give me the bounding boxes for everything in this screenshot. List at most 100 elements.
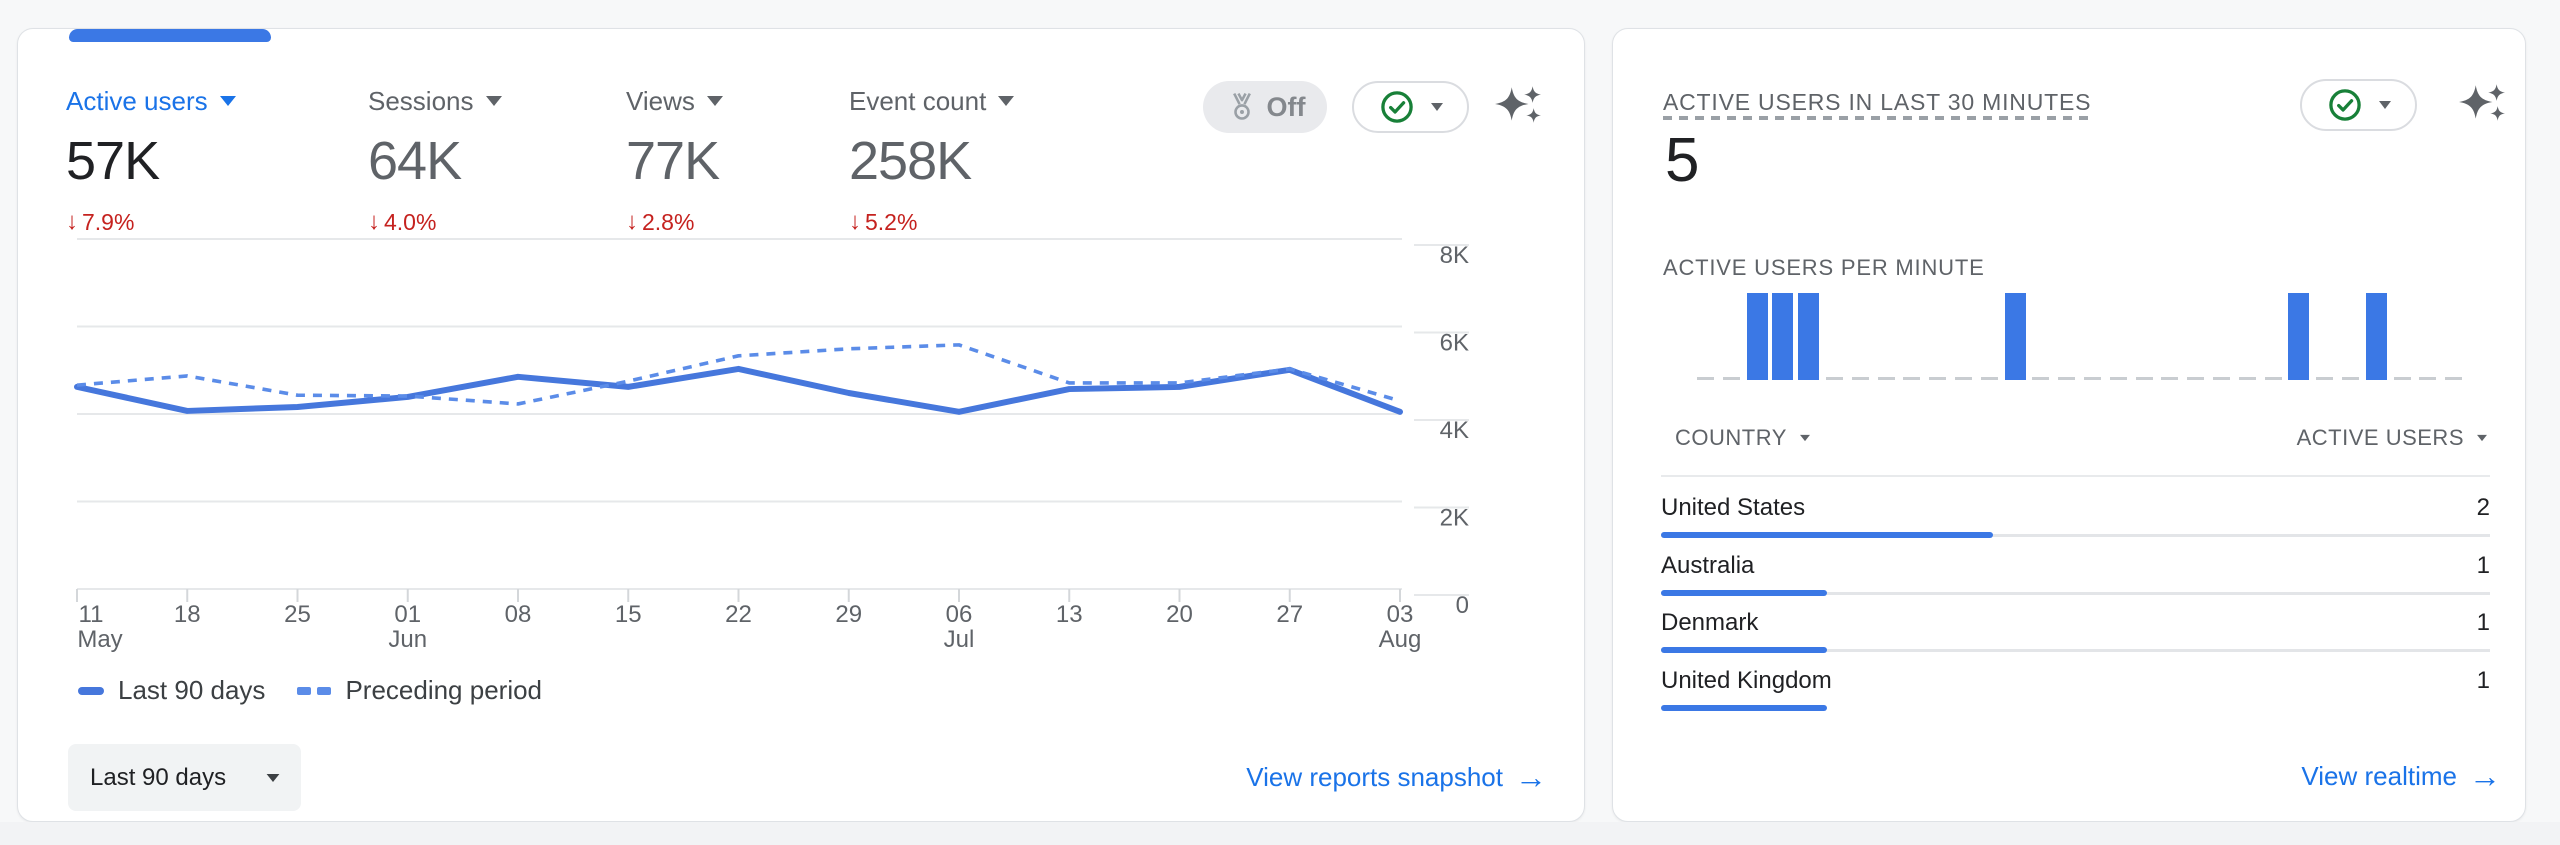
minute-empty-mark (1877, 377, 1895, 380)
legend-label: Preceding period (345, 675, 543, 705)
dash (317, 686, 332, 695)
svg-text:01: 01 (394, 601, 421, 628)
view-reports-snapshot-label: View reports snapshot (1246, 761, 1503, 792)
dotted-underline (1663, 116, 2091, 120)
trend-line-dashed (76, 343, 1401, 406)
row-bar-fill (1661, 589, 1827, 596)
sparkles-icon[interactable] (2458, 82, 2506, 124)
table-row: United States 2 (1661, 493, 2490, 523)
legend-item-dashed: Preceding period (281, 675, 542, 706)
metric-views: Views 77K ↓ 2.8% (626, 86, 723, 236)
benchmarking-off-badge[interactable]: Off (1203, 81, 1327, 133)
chevron-down-icon (2378, 101, 2391, 109)
minute-empty-mark (2316, 377, 2334, 380)
minute-empty-mark (2058, 377, 2076, 380)
active-users-now-value: 5 (1665, 126, 1700, 195)
active-users-count: 1 (2476, 666, 2490, 694)
svg-text:Jun: Jun (388, 626, 427, 653)
row-bar-track (1661, 647, 2490, 653)
trend-line-solid (74, 365, 1403, 415)
minute-empty-mark (2264, 377, 2282, 380)
minute-bar (1798, 293, 1820, 380)
row-bar-fill (1661, 647, 1827, 653)
minute-bar (1746, 293, 1768, 380)
data-quality-dropdown[interactable] (2300, 79, 2417, 131)
country-name: United States (1661, 494, 1806, 521)
minute-empty-mark (2445, 377, 2463, 380)
country-column-header[interactable]: COUNTRY (1661, 425, 1813, 451)
row-bar-track (1661, 704, 2490, 711)
minute-empty-mark (1903, 377, 1921, 380)
metric-value: 77K (626, 131, 720, 191)
metric-selector[interactable]: Views (626, 86, 723, 116)
minute-empty-mark (2161, 377, 2179, 380)
svg-text:29: 29 (835, 601, 862, 628)
arrow-right-icon: → (2469, 758, 2501, 794)
legend-item-solid: Last 90 days (78, 675, 265, 706)
chevron-down-icon (1430, 103, 1443, 111)
dash (297, 686, 312, 695)
date-range-button[interactable]: Last 90 days (68, 744, 301, 811)
chart-legend: Last 90 days Preceding period (78, 675, 542, 706)
metric-value: 258K (849, 131, 972, 191)
minute-empty-mark (1697, 377, 1714, 380)
row-bar-fill (1661, 704, 1827, 711)
table-header-rule (1661, 475, 2490, 477)
metric-selector[interactable]: Sessions (368, 86, 502, 116)
metric-delta: ↓ 4.0% (368, 208, 502, 236)
active-users-count: 1 (2476, 609, 2490, 636)
minute-empty-mark (2419, 377, 2437, 380)
metric-label: Sessions (368, 85, 474, 116)
metric-active-users: Active users 57K ↓ 7.9% (66, 86, 236, 236)
minute-bar (1772, 293, 1794, 380)
svg-text:Aug: Aug (1379, 626, 1422, 653)
view-realtime-link[interactable]: View realtime → (2301, 760, 2501, 792)
country-name: United Kingdom (1661, 666, 1832, 694)
minute-empty-mark (2342, 377, 2359, 380)
check-circle-icon (1380, 91, 1413, 123)
row-bar-track (1661, 589, 2490, 596)
down-arrow-icon: ↓ (626, 208, 638, 235)
metric-selector[interactable]: Event count (849, 86, 1015, 116)
minute-empty-mark (2213, 377, 2230, 380)
minute-bar (2365, 293, 2387, 380)
svg-text:4K: 4K (1440, 417, 1469, 444)
per-minute-title: ACTIVE USERS PER MINUTE (1663, 255, 1985, 280)
active-tab-indicator (69, 29, 271, 42)
active-users-column-header[interactable]: ACTIVE USERS (2297, 425, 2490, 451)
metric-delta-value: 7.9% (82, 208, 135, 235)
active-users-count: 2 (2476, 494, 2490, 521)
row-bar-fill (1661, 532, 1993, 538)
minute-empty-mark (1851, 377, 1869, 380)
svg-text:6K: 6K (1440, 330, 1469, 357)
table-row: United Kingdom 1 (1661, 666, 2490, 696)
svg-text:8K: 8K (1440, 242, 1469, 269)
metric-value: 64K (368, 131, 462, 191)
metric-selector[interactable]: Active users (66, 86, 236, 116)
svg-text:22: 22 (725, 601, 752, 628)
minute-empty-mark (2032, 377, 2050, 380)
metric-delta: ↓ 7.9% (66, 208, 236, 236)
minute-empty-mark (1929, 377, 1947, 380)
minute-empty-mark (2135, 377, 2153, 380)
minute-empty-mark (1980, 377, 1998, 380)
check-circle-icon (2328, 89, 2361, 121)
svg-text:08: 08 (505, 601, 532, 628)
data-quality-dropdown[interactable] (1352, 81, 1469, 133)
minute-empty-mark (2238, 377, 2256, 380)
svg-text:27: 27 (1276, 601, 1303, 628)
metric-delta-value: 4.0% (384, 208, 437, 235)
table-row: Denmark 1 (1661, 608, 2490, 638)
metric-event-count: Event count 258K ↓ 5.2% (849, 86, 1015, 236)
country-table-header: COUNTRY ACTIVE USERS (1661, 425, 2490, 451)
solid-line-swatch (78, 686, 104, 695)
sparkles-icon[interactable] (1494, 84, 1542, 126)
svg-text:13: 13 (1056, 601, 1083, 628)
svg-text:2K: 2K (1440, 505, 1469, 532)
view-reports-snapshot-link[interactable]: View reports snapshot → (1246, 761, 1547, 793)
table-row: Australia 1 (1661, 551, 2490, 581)
realtime-card: ACTIVE USERS IN LAST 30 MINUTES 5 ACTIVE… (1612, 28, 2526, 822)
down-arrow-icon: ↓ (66, 208, 78, 235)
